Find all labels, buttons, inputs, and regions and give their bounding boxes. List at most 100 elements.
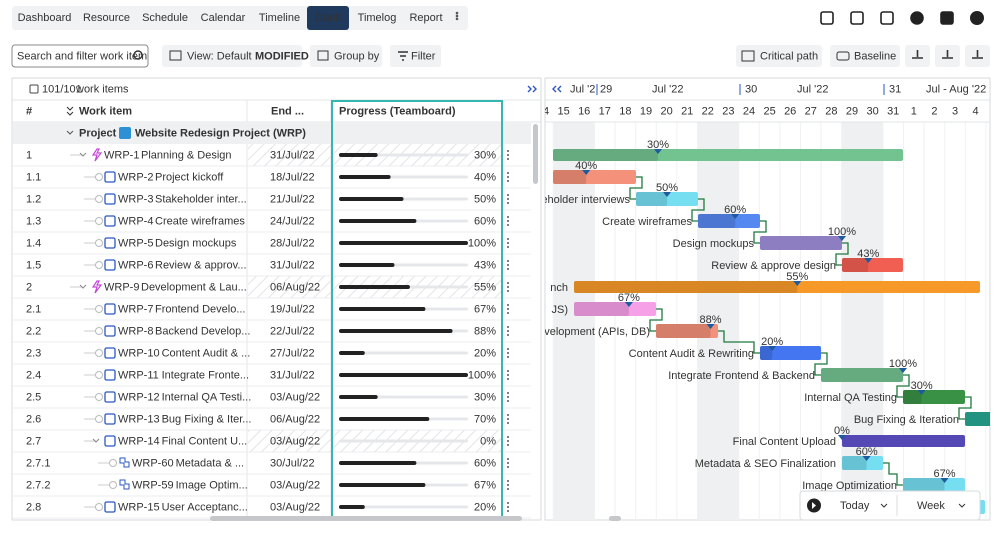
work-item-id[interactable]: WRP-59 bbox=[132, 479, 174, 491]
row-menu-dot[interactable] bbox=[507, 480, 509, 482]
tab[interactable]: Calendar bbox=[201, 12, 246, 24]
gantt-bar[interactable] bbox=[903, 390, 965, 404]
work-item-id[interactable]: WRP-14 bbox=[118, 435, 160, 447]
work-item-id[interactable]: WRP-9 bbox=[104, 281, 139, 293]
work-item-id[interactable]: WRP-10 bbox=[118, 347, 160, 359]
gantt-bar[interactable] bbox=[760, 346, 821, 360]
gantt-bar[interactable] bbox=[656, 324, 718, 338]
row-menu-dot[interactable] bbox=[507, 326, 509, 328]
work-item-id[interactable]: WRP-1 bbox=[104, 149, 139, 161]
help-icon[interactable] bbox=[970, 11, 984, 25]
work-item-id[interactable]: WRP-4 bbox=[118, 215, 153, 227]
week-button[interactable]: Week bbox=[917, 500, 945, 512]
row-menu-dot[interactable] bbox=[507, 290, 509, 292]
row-menu-dot[interactable] bbox=[507, 484, 509, 486]
row-menu-dot[interactable] bbox=[507, 312, 509, 314]
work-item-id[interactable]: WRP-2 bbox=[118, 171, 153, 183]
work-item-id[interactable]: WRP-11 bbox=[118, 369, 159, 381]
row-menu-dot[interactable] bbox=[507, 308, 509, 310]
row-menu-dot[interactable] bbox=[507, 180, 509, 182]
row-menu-dot[interactable] bbox=[507, 422, 509, 424]
row-menu-dot[interactable] bbox=[507, 466, 509, 468]
work-item-id[interactable]: WRP-12 bbox=[118, 391, 160, 403]
tab[interactable]: Report bbox=[409, 12, 442, 24]
gantt-bar[interactable] bbox=[636, 192, 698, 206]
row-menu-dot[interactable] bbox=[507, 172, 509, 174]
expand-chevron[interactable] bbox=[79, 152, 87, 157]
row-menu-dot[interactable] bbox=[507, 414, 509, 416]
row-menu-dot[interactable] bbox=[507, 488, 509, 490]
row-menu-dot[interactable] bbox=[507, 264, 509, 266]
row-menu-dot[interactable] bbox=[507, 436, 509, 438]
row-menu-dot[interactable] bbox=[507, 286, 509, 288]
gantt-bar[interactable] bbox=[842, 435, 965, 447]
row-menu-dot[interactable] bbox=[507, 392, 509, 394]
gantt-bar[interactable] bbox=[698, 214, 760, 228]
row-menu-dot[interactable] bbox=[507, 220, 509, 222]
row-menu-dot[interactable] bbox=[507, 238, 509, 240]
row-menu-dot[interactable] bbox=[507, 176, 509, 178]
row-menu-dot[interactable] bbox=[507, 440, 509, 442]
gantt-bar[interactable] bbox=[842, 456, 883, 470]
gantt-bar[interactable] bbox=[842, 258, 903, 272]
row-menu-dot[interactable] bbox=[507, 216, 509, 218]
work-item-id[interactable]: WRP-15 bbox=[118, 501, 160, 513]
row-menu-dot[interactable] bbox=[507, 374, 509, 376]
row-menu-dot[interactable] bbox=[507, 378, 509, 380]
work-item-id[interactable]: WRP-8 bbox=[118, 325, 153, 337]
row-menu-dot[interactable] bbox=[507, 260, 509, 262]
toolbar-icon[interactable] bbox=[910, 11, 924, 25]
work-item-id[interactable]: WRP-60 bbox=[132, 457, 174, 469]
expand-chevron[interactable] bbox=[79, 284, 87, 289]
row-menu-dot[interactable] bbox=[507, 400, 509, 402]
row-menu-dot[interactable] bbox=[507, 242, 509, 244]
work-item-id[interactable]: WRP-13 bbox=[118, 413, 160, 425]
work-item-id[interactable]: WRP-5 bbox=[118, 237, 153, 249]
gantt-bar[interactable] bbox=[965, 412, 999, 426]
search-box[interactable] bbox=[11, 44, 149, 68]
tab[interactable]: Schedule bbox=[142, 12, 188, 24]
work-item-id[interactable]: WRP-7 bbox=[118, 303, 153, 315]
row-menu-dot[interactable] bbox=[507, 224, 509, 226]
expand-chevron[interactable] bbox=[92, 438, 100, 443]
toolbar-icon[interactable] bbox=[880, 11, 894, 25]
row-menu-dot[interactable] bbox=[507, 444, 509, 446]
gantt-bar[interactable] bbox=[903, 478, 965, 492]
scroll-left-chevron[interactable] bbox=[552, 85, 562, 93]
tab[interactable]: Dashboard bbox=[18, 12, 72, 24]
row-menu-dot[interactable] bbox=[507, 158, 509, 160]
gantt-bar[interactable] bbox=[760, 236, 842, 250]
gantt-bar[interactable] bbox=[553, 170, 636, 184]
row-menu-dot[interactable] bbox=[507, 268, 509, 270]
row-menu-dot[interactable] bbox=[507, 370, 509, 372]
tab[interactable]: Resource bbox=[83, 12, 130, 24]
row-menu-dot[interactable] bbox=[507, 150, 509, 152]
row-menu-dot[interactable] bbox=[507, 458, 509, 460]
row-menu-dot[interactable] bbox=[507, 330, 509, 332]
gantt-bar[interactable] bbox=[574, 302, 656, 316]
row-menu-dot[interactable] bbox=[507, 202, 509, 204]
work-item-id[interactable]: WRP-6 bbox=[118, 259, 153, 271]
critical-path-button[interactable] bbox=[736, 45, 822, 67]
row-menu-dot[interactable] bbox=[507, 198, 509, 200]
collapse-chevron[interactable] bbox=[527, 85, 537, 93]
row-menu-dot[interactable] bbox=[507, 304, 509, 306]
work-item-id[interactable]: WRP-3 bbox=[118, 193, 153, 205]
baseline-button[interactable] bbox=[830, 45, 900, 67]
gantt-bar[interactable] bbox=[553, 149, 903, 161]
gantt-bar[interactable] bbox=[574, 281, 980, 293]
row-menu-dot[interactable] bbox=[507, 510, 509, 512]
row-menu-dot[interactable] bbox=[507, 246, 509, 248]
filter-button[interactable] bbox=[390, 45, 441, 67]
row-menu-dot[interactable] bbox=[507, 356, 509, 358]
gantt-bar[interactable] bbox=[821, 368, 903, 382]
row-menu-dot[interactable] bbox=[507, 506, 509, 508]
row-menu-dot[interactable] bbox=[507, 334, 509, 336]
row-menu-dot[interactable] bbox=[507, 154, 509, 156]
row-menu-dot[interactable] bbox=[507, 418, 509, 420]
row-menu-dot[interactable] bbox=[507, 352, 509, 354]
toolbar-icon[interactable] bbox=[940, 11, 954, 25]
row-menu-dot[interactable] bbox=[507, 462, 509, 464]
toolbar-icon[interactable] bbox=[820, 11, 834, 25]
row-menu-dot[interactable] bbox=[507, 282, 509, 284]
